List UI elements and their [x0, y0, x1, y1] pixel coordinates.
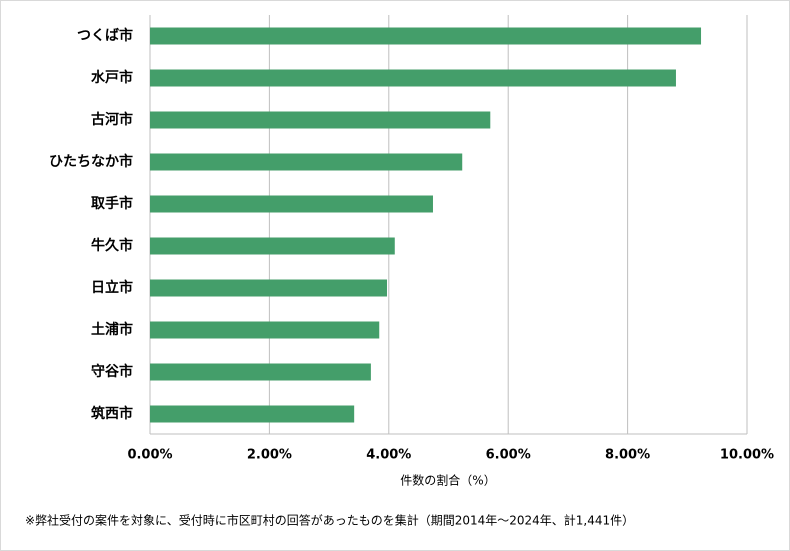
x-tick-label: 0.00%	[127, 448, 172, 463]
bar	[150, 237, 395, 255]
y-tick-label: 牛久市	[91, 237, 133, 254]
x-tick-label: 10.00%	[720, 448, 774, 463]
x-tick-label: 2.00%	[247, 448, 292, 463]
bar	[150, 69, 676, 87]
y-tick-label: 筑西市	[91, 405, 133, 422]
y-tick-label: 古河市	[91, 111, 133, 128]
y-tick-label: 土浦市	[91, 321, 133, 338]
x-tick-label: 8.00%	[605, 448, 650, 463]
y-tick-label: 水戸市	[91, 69, 133, 86]
x-axis-title: 件数の割合（%）	[400, 473, 495, 488]
bar	[150, 363, 371, 381]
bar	[150, 321, 380, 339]
bar	[150, 27, 702, 45]
bar	[150, 195, 433, 213]
footnote: ※弊社受付の案件を対象に、受付時に市区町村の回答があったものを集計（期間2014…	[25, 513, 634, 528]
bar	[150, 153, 463, 171]
bar	[150, 111, 491, 129]
y-tick-label: つくば市	[77, 27, 133, 44]
y-tick-label: 取手市	[91, 195, 133, 212]
x-tick-label: 6.00%	[486, 448, 531, 463]
bar	[150, 279, 388, 297]
bar	[150, 405, 355, 423]
x-tick-label: 4.00%	[366, 448, 411, 463]
y-tick-label: 日立市	[91, 279, 133, 296]
y-tick-label: ひたちなか市	[49, 153, 133, 170]
y-tick-label: 守谷市	[91, 363, 133, 380]
